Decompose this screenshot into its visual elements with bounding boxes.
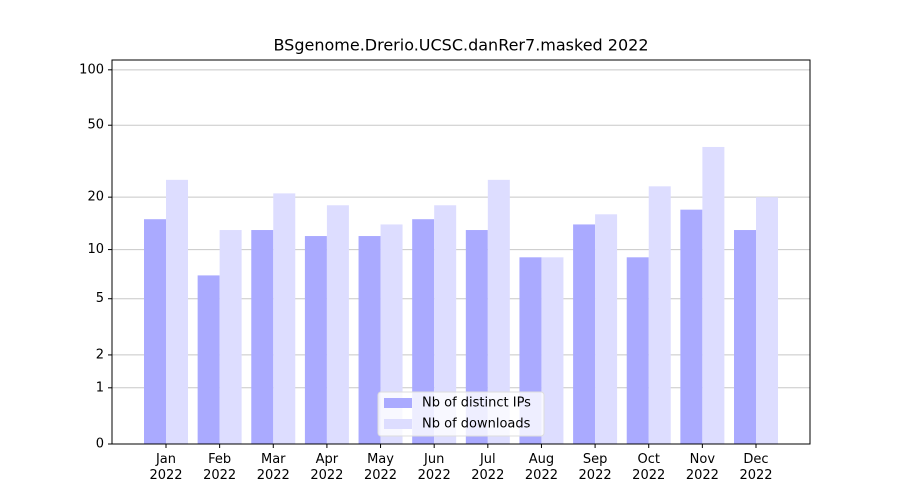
bar [680,209,703,444]
x-tick-label: Feb 2022 [203,452,237,483]
x-tick-label: May 2022 [363,452,398,483]
bar [702,146,725,444]
bar [573,224,596,444]
bar [144,219,166,444]
x-tick-label: Jan 2022 [149,452,183,483]
bar [541,257,564,444]
bar [304,236,327,444]
legend: Nb of distinct IPs Nb of downloads [377,391,545,437]
bar [219,230,242,444]
x-tick-label: Jul 2022 [471,452,505,483]
x-tick-label: Nov 2022 [685,452,719,483]
bar [197,275,220,444]
y-tick-label: 2 [96,347,104,362]
bar [734,230,756,444]
bar [380,224,403,444]
x-tick-label: Mar 2022 [256,452,290,483]
bar [648,186,671,444]
legend-label: Nb of downloads [422,417,531,432]
bar [358,236,381,444]
bar [273,193,296,444]
x-tick-label: Sep 2022 [578,452,612,483]
legend-frame [377,391,545,437]
y-tick-label: 0 [96,437,104,452]
x-tick-label: Apr 2022 [310,452,344,483]
x-tick-label: Oct 2022 [632,452,666,483]
bar [434,205,457,444]
legend-swatch [384,398,412,408]
bar [412,219,435,444]
y-tick-label: 50 [87,118,104,133]
x-tick-label: Aug 2022 [524,452,558,483]
legend-label: Nb of distinct IPs [422,396,531,411]
y-tick-label: 1 [96,380,104,395]
bar [326,205,349,444]
bar [626,257,649,444]
bar [487,179,510,445]
bar [756,197,778,444]
x-tick-label: Jun 2022 [417,452,451,483]
y-tick-label: 100 [79,62,104,77]
legend-swatch [384,419,412,429]
bar [251,230,274,444]
bar [595,214,618,444]
chart-title: BSgenome.Drerio.UCSC.danRer7.masked 2022 [273,36,648,55]
y-tick-label: 5 [96,291,104,306]
plot-frame [111,59,811,445]
y-tick-label: 10 [87,242,104,257]
x-tick-label: Dec 2022 [739,452,773,483]
y-tick-label: 20 [87,190,104,205]
bar [166,179,188,445]
bar [465,230,488,444]
